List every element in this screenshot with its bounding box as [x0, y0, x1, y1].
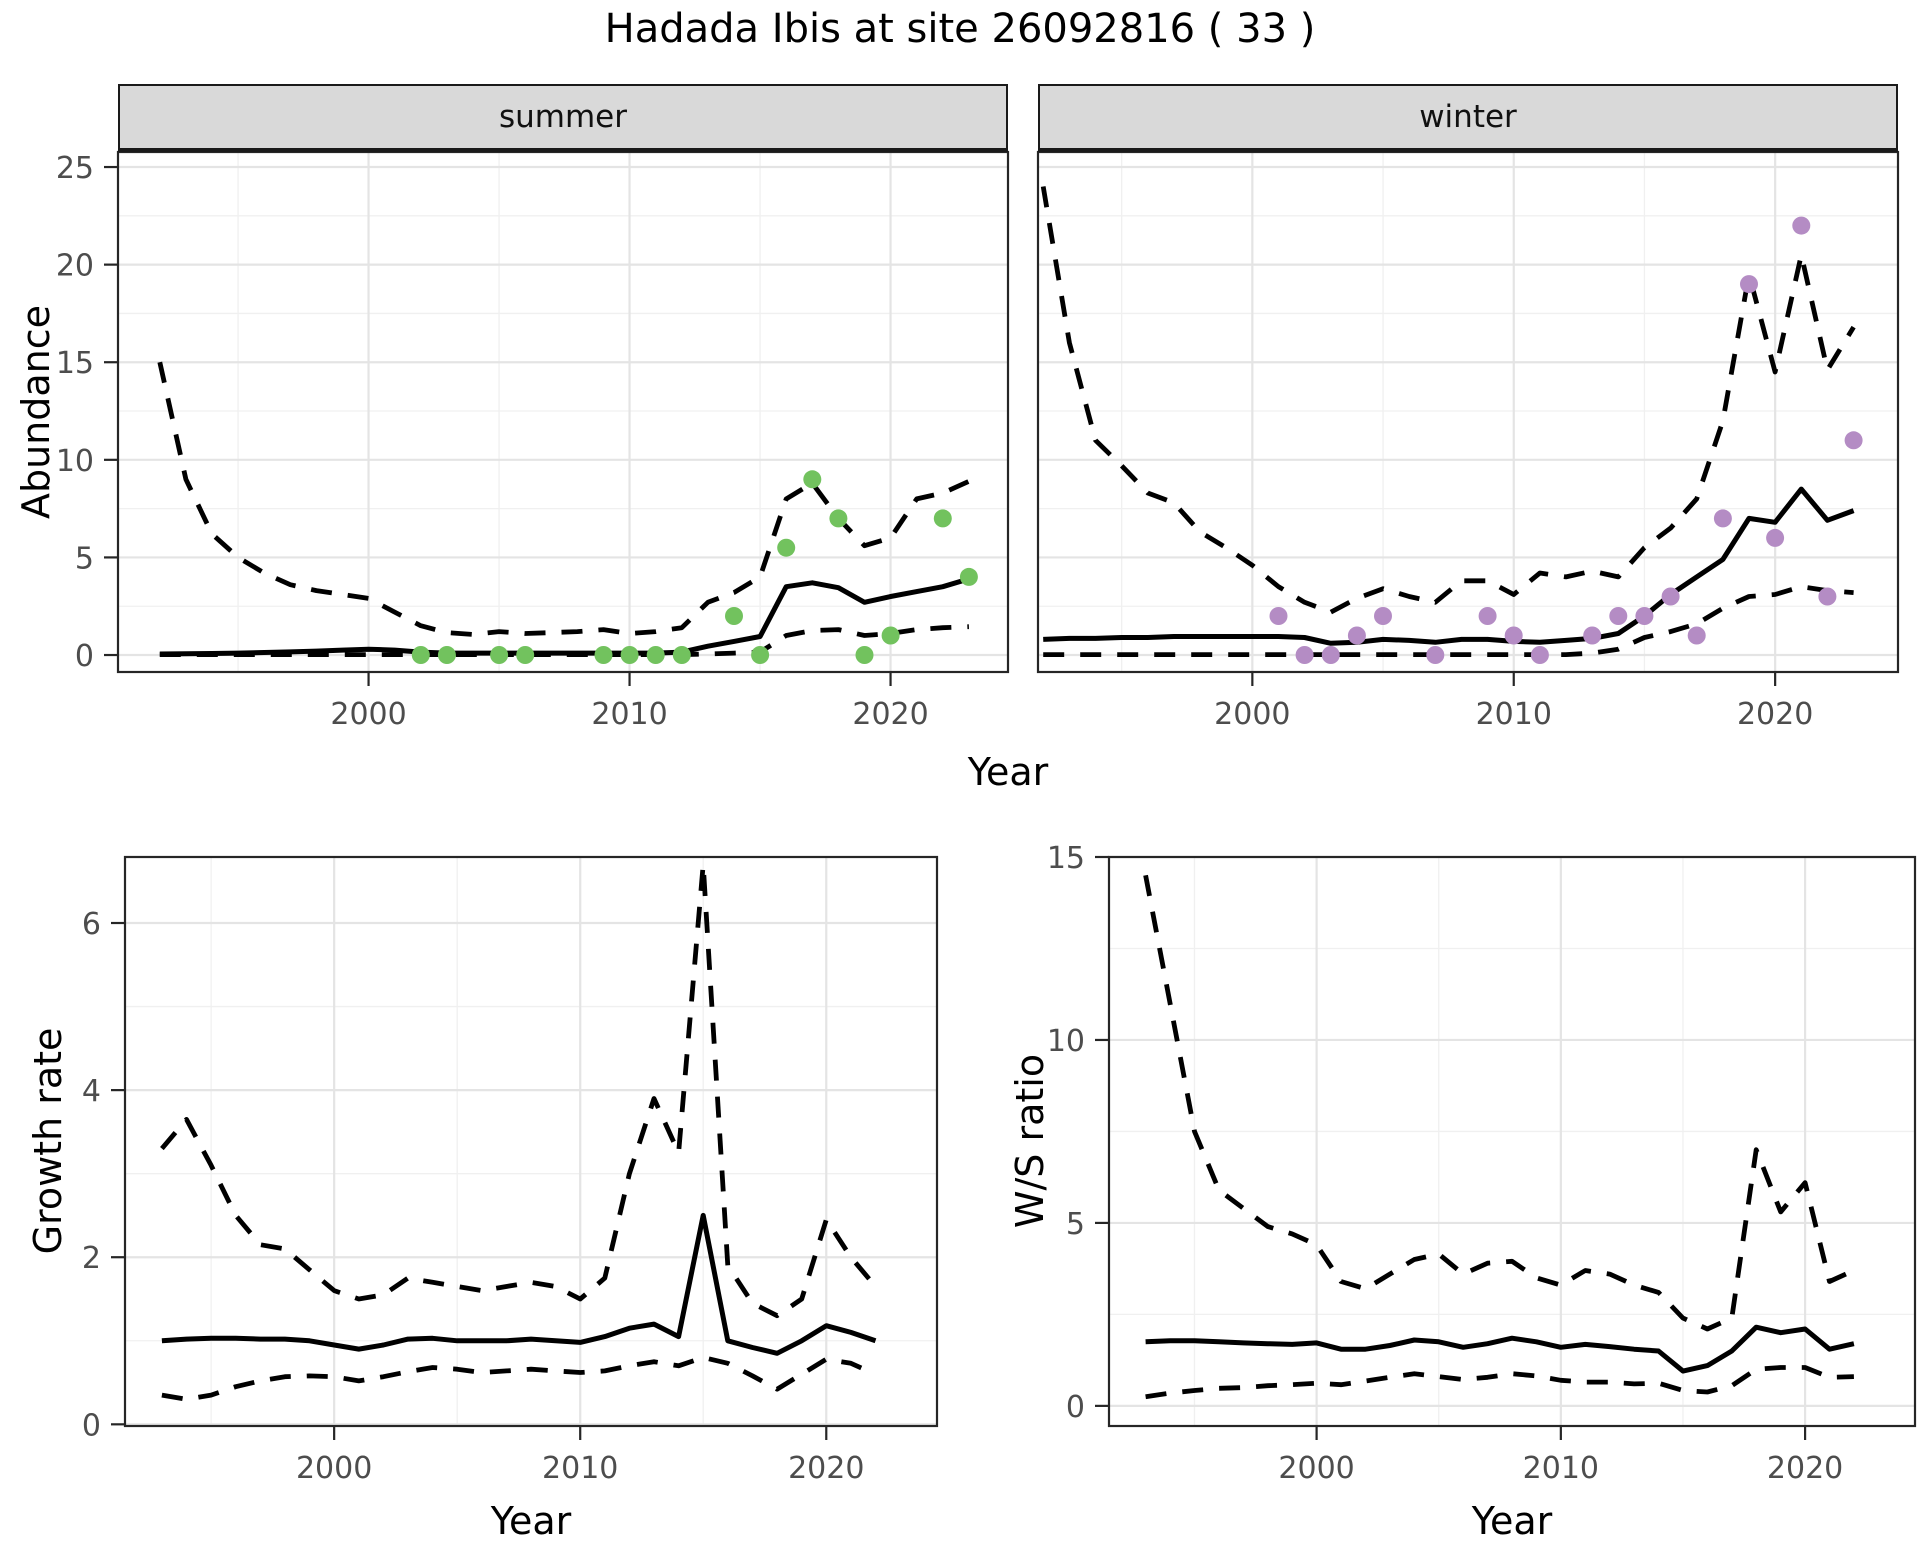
- upper-credible-line: [1040, 186, 1856, 615]
- observation-point: [672, 646, 691, 664]
- observation-point: [1661, 587, 1680, 606]
- observation-point: [1426, 646, 1445, 664]
- y-tick-label: 2: [82, 1241, 101, 1276]
- observation-point: [1295, 646, 1314, 664]
- median-line: [159, 576, 970, 657]
- observation-point: [1687, 626, 1706, 645]
- observation-point: [751, 646, 770, 664]
- observation-point: [620, 646, 639, 664]
- y-tick-label: 25: [56, 151, 94, 186]
- x-tick-label: 2010: [591, 697, 667, 732]
- observation-point: [1740, 275, 1758, 294]
- observation-point: [646, 646, 665, 664]
- observation-point: [1792, 216, 1811, 235]
- upper-credible-line: [160, 862, 878, 1319]
- y-tick-label: 4: [82, 1074, 101, 1109]
- panel-border: [1036, 150, 1900, 674]
- panel-border: [123, 855, 939, 1428]
- ws-ratio-y-axis-title: W/S ratio: [1008, 1053, 1052, 1229]
- observation-point: [1844, 431, 1863, 450]
- x-tick-label: 2000: [1214, 697, 1290, 732]
- observation-point: [829, 509, 848, 528]
- x-tick-label: 2000: [1278, 1451, 1354, 1486]
- upper-credible-line: [157, 361, 970, 637]
- abundance-y-axis-title: Abundance: [14, 304, 58, 520]
- median-line: [1043, 486, 1855, 646]
- observation-point: [1583, 626, 1602, 645]
- panel-abundance-winter: 2000 2010 2020: [1036, 150, 1900, 732]
- observation-point: [1374, 607, 1392, 625]
- y-tick-label: 10: [1047, 1024, 1085, 1059]
- observation-point: [1713, 509, 1732, 528]
- panel-border: [1107, 855, 1917, 1428]
- observation-point: [1766, 528, 1785, 547]
- observation-point: [881, 626, 900, 645]
- lower-credible-line: [1145, 1365, 1854, 1400]
- observation-point: [1609, 607, 1628, 625]
- panel-border: [116, 150, 1010, 674]
- y-tick-label: 15: [56, 346, 94, 381]
- observation-point: [437, 646, 456, 664]
- observation-point: [594, 646, 613, 664]
- facet-strip-summer-label: summer: [498, 99, 627, 135]
- observation-point: [959, 567, 978, 586]
- median-line: [161, 1212, 877, 1356]
- y-tick-label: 6: [82, 907, 101, 942]
- observation-point: [1635, 607, 1654, 625]
- top-x-axis-title: Year: [967, 750, 1049, 794]
- facet-strip-winter-label: winter: [1419, 99, 1517, 135]
- growth-rate-y-axis-title: Growth rate: [26, 1027, 70, 1255]
- observation-point: [1321, 646, 1340, 664]
- ws-ratio-x-axis-title: Year: [1471, 1499, 1553, 1543]
- observation-point: [803, 470, 822, 489]
- observation-point: [1530, 646, 1549, 664]
- x-tick-label: 2020: [1737, 697, 1813, 732]
- observation-point: [411, 646, 430, 664]
- x-tick-label: 2020: [852, 697, 928, 732]
- observation-point: [1347, 626, 1366, 645]
- y-tick-label: 0: [82, 1408, 101, 1443]
- observation-point: [516, 646, 535, 664]
- y-tick-label: 0: [1066, 1390, 1085, 1425]
- observation-point: [1269, 607, 1288, 625]
- y-tick-label: 10: [56, 444, 94, 479]
- observation-point: [1478, 607, 1497, 625]
- median-line: [1145, 1324, 1855, 1374]
- facet-strip-winter: winter: [1038, 84, 1898, 152]
- x-tick-label: 2010: [542, 1451, 618, 1486]
- observation-point: [1504, 626, 1523, 645]
- y-tick-label: 15: [1047, 841, 1085, 876]
- panel-growth-rate: 2000 2010 2020 0 2 4 6: [82, 855, 939, 1486]
- y-tick-label: 20: [56, 249, 94, 284]
- x-tick-label: 2000: [296, 1451, 372, 1486]
- x-tick-label: 2010: [1476, 697, 1552, 732]
- observation-point: [855, 646, 874, 664]
- facet-strip-summer: summer: [118, 84, 1008, 152]
- x-tick-label: 2000: [330, 697, 406, 732]
- x-tick-label: 2020: [788, 1451, 864, 1486]
- lower-credible-line: [161, 1355, 877, 1402]
- observation-point: [777, 538, 796, 557]
- lower-credible-line: [1043, 584, 1854, 657]
- panel-abundance-summer: 2000 2010 2020 0 5 10 15 20 25: [56, 150, 1010, 732]
- observation-point: [490, 646, 509, 664]
- figure-title: Hadada Ibis at site 26092816 ( 33 ): [604, 6, 1316, 52]
- y-tick-label: 0: [75, 639, 94, 674]
- y-tick-label: 5: [75, 541, 94, 576]
- x-tick-label: 2020: [1767, 1451, 1843, 1486]
- panel-ws-ratio: 2000 2010 2020 0 5 10 15: [1047, 841, 1917, 1486]
- observation-point: [933, 509, 952, 528]
- growth-rate-x-axis-title: Year: [490, 1499, 572, 1543]
- lower-credible-line: [159, 624, 969, 657]
- upper-credible-line: [1143, 874, 1855, 1332]
- y-tick-label: 5: [1066, 1207, 1085, 1242]
- x-tick-label: 2010: [1523, 1451, 1599, 1486]
- observation-point: [1818, 587, 1837, 606]
- observation-point: [725, 607, 743, 625]
